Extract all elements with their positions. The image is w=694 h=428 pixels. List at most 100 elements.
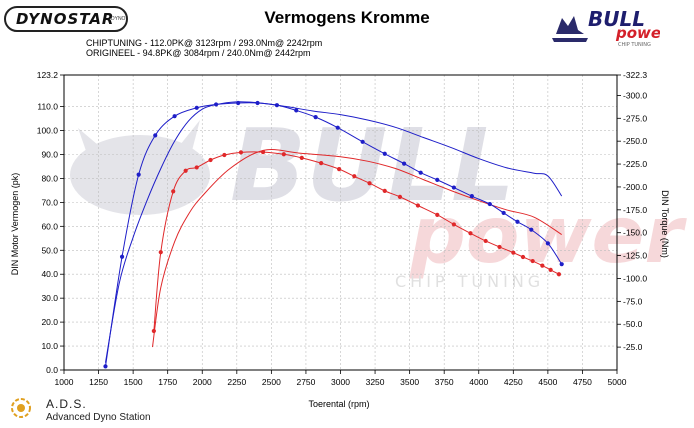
origineel-power-point <box>208 157 213 163</box>
origineel-power-point <box>222 152 227 158</box>
watermark-power: power <box>409 191 687 281</box>
y-tick-label: 100.0 <box>37 126 59 136</box>
x-tick-label: 3500 <box>400 377 419 387</box>
y-tick-label: 20.0 <box>41 317 58 327</box>
y-tick-label: 123.2 <box>37 70 59 80</box>
chiptuning-power-point <box>313 115 318 120</box>
y2-tick-label: -300.0 <box>623 90 647 100</box>
y-tick-label: 30.0 <box>41 293 58 303</box>
origineel-power-point <box>530 258 535 264</box>
origineel-power-point <box>352 174 357 179</box>
chiptuning-power-point <box>469 194 474 199</box>
chiptuning-power-point <box>172 114 177 119</box>
dynostar-logo-sub: DYNO <box>111 16 126 22</box>
chiptuning-power-point <box>435 177 440 182</box>
x-axis-label: Toerental (rpm) <box>308 399 369 409</box>
x-tick-label: 1000 <box>55 377 74 387</box>
chiptuning-power-point <box>545 241 550 246</box>
y-tick-label: 0.0 <box>46 365 58 375</box>
chiptuning-power-line <box>104 102 563 367</box>
ads-footer: A.D.S. Advanced Dyno Station <box>10 395 210 427</box>
ads-title: A.D.S. <box>46 397 87 411</box>
x-tick-label: 4500 <box>538 377 557 387</box>
chiptuning-power-point <box>418 170 423 175</box>
chart-watermark: BULL power CHIP TUNING <box>70 107 687 291</box>
y-axis-label: DIN Motor Vermogen (pk) <box>10 173 20 276</box>
y-tick-label: 10.0 <box>41 341 58 351</box>
chiptuning-power-point <box>382 151 387 156</box>
watermark-chip: CHIP TUNING <box>395 272 544 291</box>
origineel-power-point <box>468 231 473 236</box>
x-tick-label: 5000 <box>608 377 627 387</box>
chiptuning-power-point <box>487 201 492 207</box>
origineel-power-point <box>319 161 324 166</box>
dynostar-logo-text: DYNOSTAR <box>16 10 115 28</box>
chiptuning-power-point <box>213 102 219 107</box>
origineel-power-point <box>151 328 156 334</box>
chiptuning-power-point <box>236 100 241 106</box>
x-tick-label: 2500 <box>262 377 281 387</box>
chart-title: Vermogens Kromme <box>264 8 430 27</box>
chiptuning-power-point <box>119 254 125 259</box>
chiptuning-power-point <box>294 108 299 113</box>
origineel-power-point <box>511 250 516 255</box>
y2-tick-label: -275.0 <box>623 113 647 123</box>
brand-bull: BULL <box>588 7 645 31</box>
origineel-power-point <box>238 150 244 155</box>
y2-tick-label: -50.0 <box>623 319 643 329</box>
chiptuning-power-point <box>559 262 564 267</box>
x-tick-label: 3250 <box>366 377 385 387</box>
x-tick-label: 2750 <box>296 377 315 387</box>
legend-origineel: ORIGINEEL - 94.8PK@ 3084rpm / 240.0Nm@ 2… <box>86 48 311 58</box>
chiptuning-power-point <box>136 172 141 177</box>
chiptuning-torque-line <box>104 101 563 363</box>
chiptuning-power-point <box>501 210 506 216</box>
origineel-power-point <box>520 254 526 260</box>
y2-tick-label: -200.0 <box>623 182 647 192</box>
origineel-power-point <box>158 250 163 255</box>
origineel-torque-line <box>151 149 562 348</box>
origineel-power-point <box>483 238 488 244</box>
y-tick-label: 90.0 <box>41 149 58 159</box>
legend-chiptuning: CHIPTUNING - 112.0PK@ 3123rpm / 293.0Nm@… <box>86 38 323 48</box>
y-tick-label: 110.0 <box>37 102 58 112</box>
chiptuning-power-point <box>194 105 199 110</box>
origineel-power-point <box>260 150 266 155</box>
dynostar-logo: DYNOSTAR <box>4 6 128 32</box>
origineel-power-point <box>337 167 342 172</box>
origineel-power-point <box>548 267 553 273</box>
y-tick-label: 60.0 <box>41 221 58 231</box>
chiptuning-power-point <box>360 139 365 144</box>
plot-frame <box>63 74 618 371</box>
ads-subtitle: Advanced Dyno Station <box>46 412 151 423</box>
origineel-power-point <box>299 155 304 160</box>
chiptuning-power-point <box>335 125 340 130</box>
bull-power-logo: BULL power CHIP TUNING <box>552 7 660 48</box>
x-tick-label: 3750 <box>435 377 454 387</box>
x-tick-label: 4000 <box>469 377 488 387</box>
origineel-power-point <box>194 165 199 170</box>
y2-tick-label: -75.0 <box>623 296 643 306</box>
y2-tick-label: -175.0 <box>623 205 647 215</box>
y-tick-label: 40.0 <box>41 269 58 279</box>
x-tick-label: 2250 <box>227 377 246 387</box>
y2-tick-label: -322.3 <box>623 70 647 80</box>
chiptuning-power-point <box>153 133 158 138</box>
origineel-power-point <box>435 212 440 217</box>
y2-axis-label: DIN Torque (Nm) <box>660 190 670 258</box>
x-tick-label: 4750 <box>573 377 592 387</box>
origineel-power-point <box>497 244 502 250</box>
chiptuning-power-point <box>451 185 456 190</box>
chiptuning-power-point <box>103 364 108 369</box>
x-tick-label: 1500 <box>124 377 143 387</box>
origineel-power-point <box>183 168 188 173</box>
brand-sub: CHIP TUNING <box>618 42 651 48</box>
origineel-power-point <box>451 222 456 227</box>
x-tick-label: 3000 <box>331 377 350 387</box>
brand-power: power <box>615 24 660 42</box>
y-tick-label: 70.0 <box>41 197 58 207</box>
y2-tick-label: -25.0 <box>623 342 643 352</box>
origineel-power-point <box>382 188 387 193</box>
x-tick-label: 1250 <box>89 377 108 387</box>
